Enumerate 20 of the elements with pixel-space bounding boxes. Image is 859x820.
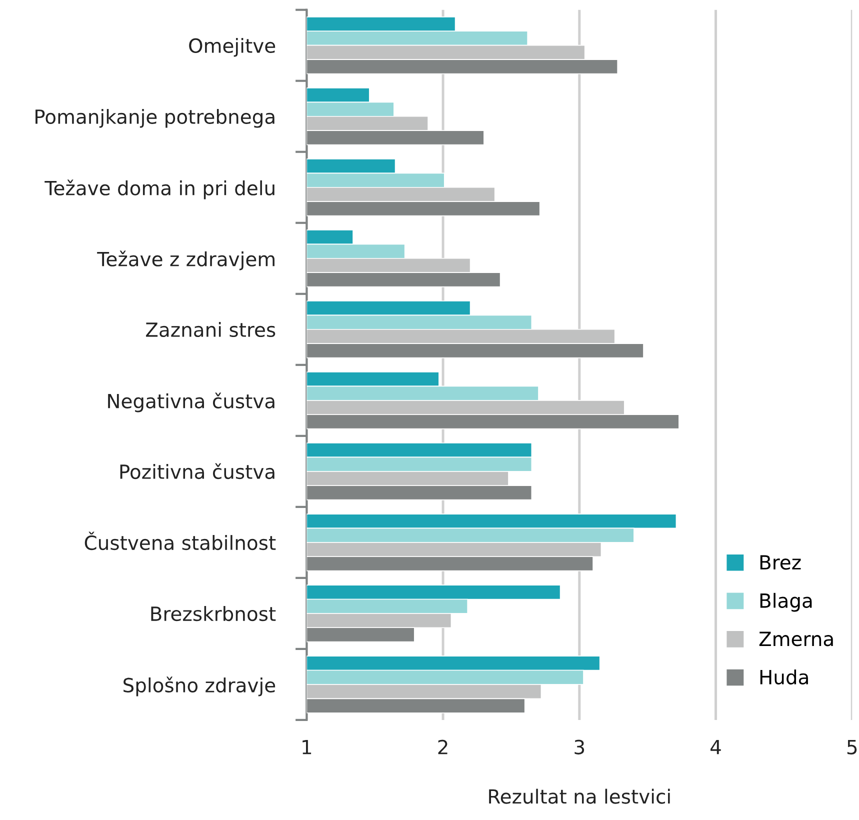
x-tick-label: 3 [574,740,584,754]
legend-label: Zmerna [759,632,833,646]
y-tick-label: Zaznani stres [146,322,276,338]
y-tick-label: Pozitivna čustva [120,463,274,480]
y-tick-label: Težave doma in pri delu [44,180,274,200]
y-tick-label: Pomanjkanje potrebnega [36,108,274,128]
x-tick-label: 5 [847,740,857,754]
x-axis-title: Rezultat na lestvici [489,788,670,804]
x-tick-label: 2 [438,740,448,754]
y-tick-label: Negativna čustva [108,392,274,412]
x-tick-label: 4 [710,740,721,754]
x-tick-label: 1 [302,740,312,754]
y-tick-label: Splošno zdravje [124,676,276,696]
y-tick-label: Čustvena stabilnost [84,532,276,550]
y-tick-label: Brezskrbnost [151,606,276,622]
legend-label: Blaga [760,592,812,612]
y-tick-label: Omejitve [189,38,276,57]
legend-label: Brez [760,555,801,570]
y-tick-label: Težave z zdravjem [97,250,274,270]
legend-label: Huda [760,669,808,684]
